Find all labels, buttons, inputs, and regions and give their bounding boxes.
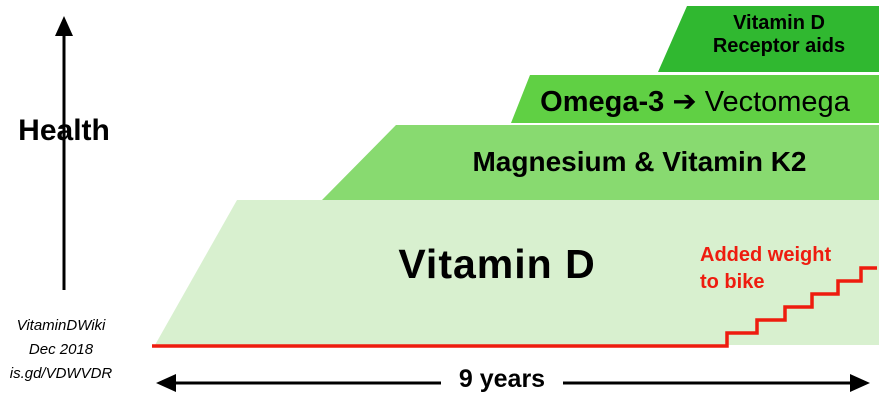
vitamin-d-band-label: Vitamin D xyxy=(398,241,596,287)
years-axis-left-arrowhead-icon xyxy=(156,374,176,392)
vitamin-d-band-shape xyxy=(155,200,879,345)
y-axis-label: Health xyxy=(18,114,110,147)
health-axis-arrowhead-icon xyxy=(55,16,73,36)
omega3-band-label: Omega-3 ➔ Vectomega xyxy=(511,84,879,119)
credit-shortlink: is.gd/VDWVDR xyxy=(9,365,113,382)
magnesium-band-label: Magnesium & Vitamin K2 xyxy=(472,146,807,177)
added-weight-step-line xyxy=(152,266,877,348)
added-weight-line2: to bike xyxy=(700,271,765,293)
added-weight-line1: Added weight xyxy=(700,244,832,266)
vdr-band-shape xyxy=(658,6,879,72)
vdr-label-line2: Receptor aids xyxy=(712,35,846,57)
credit-block: VitaminDWiki Dec 2018 is.gd/VDWVDR xyxy=(0,314,122,386)
magnesium-band-shape xyxy=(322,125,879,200)
omega3-band-shape xyxy=(511,75,879,123)
omega3-label-text: Omega-3 xyxy=(540,86,665,118)
vectomega-label-text: Vectomega xyxy=(704,86,850,118)
credit-date: Dec 2018 xyxy=(28,341,94,358)
x-axis-label: 9 years xyxy=(441,365,563,394)
right-arrow-icon: ➔ xyxy=(672,86,697,118)
vdr-label-line1: Vitamin D xyxy=(733,12,825,34)
added-weight-annotation: Added weight to bike xyxy=(700,242,879,296)
years-axis-right-arrowhead-icon xyxy=(850,374,870,392)
credit-site: VitaminDWiki xyxy=(16,317,106,334)
vdr-band-label: Vitamin D Receptor aids xyxy=(686,12,872,58)
